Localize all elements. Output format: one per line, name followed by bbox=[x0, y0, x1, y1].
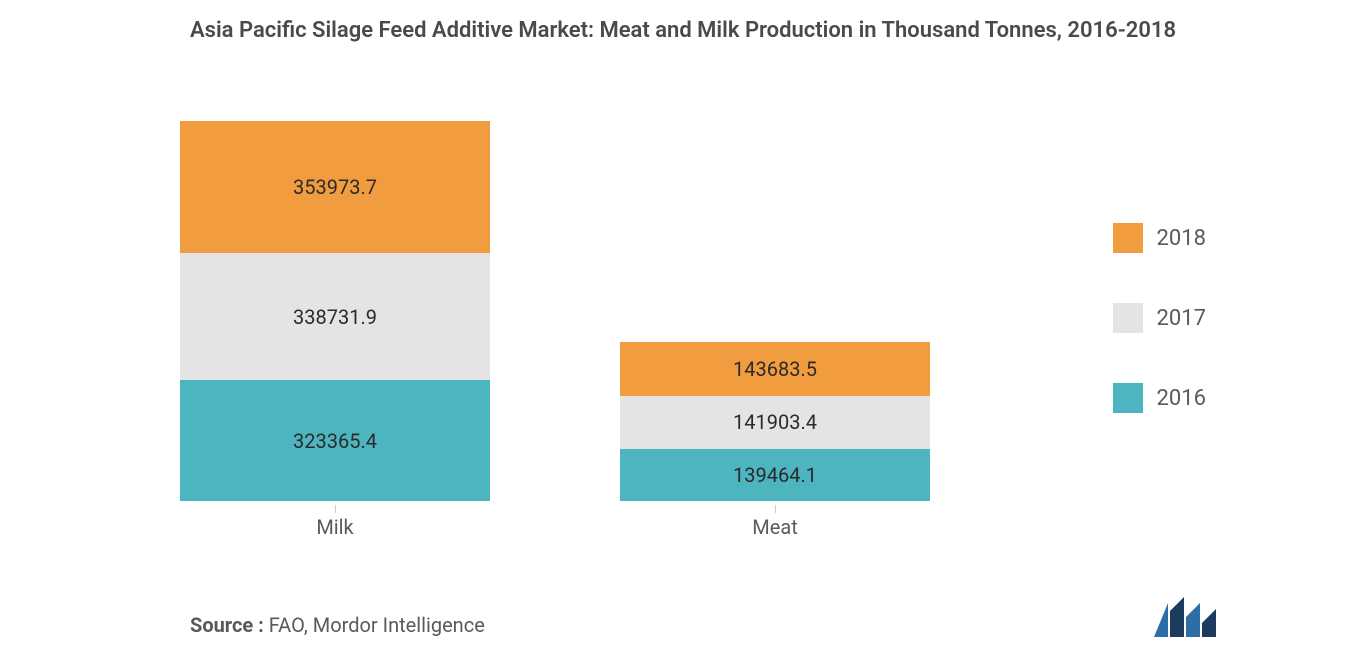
bar-segment-milk-2018: 353973.7 bbox=[180, 121, 490, 253]
plot-area: 353973.7338731.9323365.4Milk 143683.51419… bbox=[180, 121, 930, 501]
bar-segment-milk-2016: 323365.4 bbox=[180, 380, 490, 501]
source-line: Source : FAO, Mordor Intelligence bbox=[190, 613, 485, 637]
bar-column-meat: 143683.5141903.4139464.1Meat bbox=[620, 342, 930, 501]
axis-tick bbox=[335, 505, 336, 513]
category-label-meat: Meat bbox=[620, 515, 930, 539]
axis-tick bbox=[775, 505, 776, 513]
source-value: FAO, Mordor Intelligence bbox=[269, 613, 485, 637]
legend-item-2017: 2017 bbox=[1113, 303, 1206, 333]
legend-item-2016: 2016 bbox=[1113, 383, 1206, 413]
legend-swatch-2018 bbox=[1113, 223, 1143, 253]
mordor-logo bbox=[1154, 597, 1216, 641]
category-label-milk: Milk bbox=[180, 515, 490, 539]
bar-segment-meat-2018: 143683.5 bbox=[620, 342, 930, 396]
bar-column-milk: 353973.7338731.9323365.4Milk bbox=[180, 121, 490, 501]
legend-label-2016: 2016 bbox=[1157, 386, 1206, 411]
legend-label-2017: 2017 bbox=[1157, 306, 1206, 331]
legend-swatch-2016 bbox=[1113, 383, 1143, 413]
chart-title: Asia Pacific Silage Feed Additive Market… bbox=[0, 0, 1366, 43]
bar-segment-milk-2017: 338731.9 bbox=[180, 253, 490, 380]
legend-label-2018: 2018 bbox=[1157, 226, 1206, 251]
source-label: Source : bbox=[190, 613, 264, 637]
legend-item-2018: 2018 bbox=[1113, 223, 1206, 253]
legend-swatch-2017 bbox=[1113, 303, 1143, 333]
legend: 2018 2017 2016 bbox=[1113, 223, 1206, 413]
chart-container: 353973.7338731.9323365.4Milk143683.51419… bbox=[0, 43, 1366, 543]
bar-segment-meat-2017: 141903.4 bbox=[620, 396, 930, 449]
bar-segment-meat-2016: 139464.1 bbox=[620, 449, 930, 501]
